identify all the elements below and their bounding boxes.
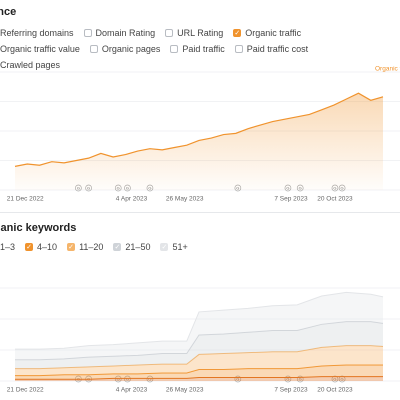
checkbox[interactable]: Domain Rating: [83, 28, 156, 38]
update-marker-label: G: [126, 376, 129, 381]
checkbox[interactable]: Paid traffic cost: [234, 44, 309, 54]
x-tick-label: 4 Apr 2023: [116, 196, 148, 203]
series-label: Organic traffic: [375, 66, 400, 73]
checkbox-label: Paid traffic: [182, 44, 225, 54]
checkbox[interactable]: ✓ 11–20: [67, 242, 103, 252]
update-marker-label: G: [236, 376, 239, 381]
checkbox[interactable]: Organic traffic value: [0, 44, 80, 54]
checkbox-label: Domain Rating: [95, 28, 156, 38]
area-edge: [15, 376, 383, 380]
area-fill: [15, 365, 383, 380]
checkbox-label: Referring domains: [0, 28, 74, 38]
checkbox[interactable]: ✓ 21–50: [113, 242, 150, 252]
checkbox-box[interactable]: [165, 29, 174, 37]
checkbox[interactable]: ✓ 4–10: [25, 242, 57, 252]
x-tick-label: 21 Dec 2022: [7, 196, 44, 203]
update-marker-label: G: [299, 376, 302, 381]
checkbox-box[interactable]: ✓: [67, 243, 76, 251]
update-marker-label: G: [341, 376, 344, 381]
area-fill: [15, 292, 383, 360]
area: [15, 93, 383, 190]
checkbox-box[interactable]: [83, 29, 92, 37]
area-edge: [15, 321, 384, 361]
x-tick-label: 7 Sep 2023: [274, 387, 308, 394]
checkbox-label: Organic pages: [101, 44, 161, 54]
checkbox-label: URL Rating: [177, 28, 224, 38]
checkbox-label: 21–50: [125, 242, 151, 252]
checkbox[interactable]: ✓ Organic traffic: [233, 28, 301, 38]
update-marker-label: G: [117, 376, 120, 381]
divider: [0, 212, 400, 213]
update-marker-label: G: [148, 376, 151, 381]
area-edge: [15, 291, 384, 350]
checkbox-label: Paid traffic cost: [246, 44, 309, 54]
checkbox-box[interactable]: [234, 45, 243, 53]
area-edge: [15, 364, 383, 377]
checkbox-box[interactable]: ✓: [113, 243, 122, 251]
checkbox-label: 51+: [172, 242, 188, 252]
metric-toggles: Referring domains Domain Rating URL Rating…: [0, 28, 360, 70]
checkbox[interactable]: Paid traffic: [170, 44, 225, 54]
checkbox-box[interactable]: [170, 45, 179, 53]
x-tick-label: 26 May 2023: [166, 196, 204, 203]
legend: ✓1–3✓4–10✓11–20✓21–50✓51+: [0, 242, 348, 252]
update-marker-label: G: [333, 376, 336, 381]
x-tick-label: 20 Oct 2023: [317, 387, 353, 394]
checkbox-box[interactable]: ✓: [233, 29, 242, 37]
area-edge: [15, 345, 384, 370]
checkbox-box[interactable]: ✓: [160, 243, 169, 251]
checkbox[interactable]: Referring domains: [0, 28, 74, 38]
update-marker: [146, 375, 154, 383]
area-fill: [15, 345, 383, 376]
checkbox-label: Organic traffic value: [0, 44, 80, 54]
update-marker: [114, 375, 122, 383]
checkbox-box[interactable]: ✓: [25, 243, 34, 251]
checkbox[interactable]: ✓1–3: [0, 242, 15, 252]
x-tick-label: 20 Oct 2023: [317, 196, 353, 203]
checkbox[interactable]: URL Rating: [165, 28, 223, 38]
update-marker: [338, 375, 346, 383]
section-title: Organic keywords: [0, 222, 77, 234]
section-title: Performance: [0, 6, 17, 18]
checkbox-box[interactable]: [89, 45, 98, 53]
x-tick-label: 4 Apr 2023: [116, 387, 148, 394]
x-tick-label: 21 Dec 2022: [7, 387, 44, 394]
checkbox[interactable]: ✓ 51+: [160, 242, 188, 252]
checkbox-label: Organic traffic: [245, 28, 302, 38]
checkbox-label: 11–20: [79, 242, 104, 252]
checkbox[interactable]: Organic pages: [89, 44, 161, 54]
update-marker-label: G: [286, 376, 289, 381]
update-marker: [331, 375, 339, 383]
x-tick-label: 26 May 2023: [166, 387, 204, 394]
update-marker: [124, 375, 131, 383]
checkbox-label: 1–3: [0, 242, 16, 252]
line: [14, 92, 384, 167]
checkbox-label: 4–10: [37, 242, 58, 252]
x-tick-label: 7 Sep 2023: [274, 196, 308, 203]
checkbox[interactable]: Crawled pages: [0, 60, 60, 70]
checkbox-label: Crawled pages: [0, 60, 61, 70]
